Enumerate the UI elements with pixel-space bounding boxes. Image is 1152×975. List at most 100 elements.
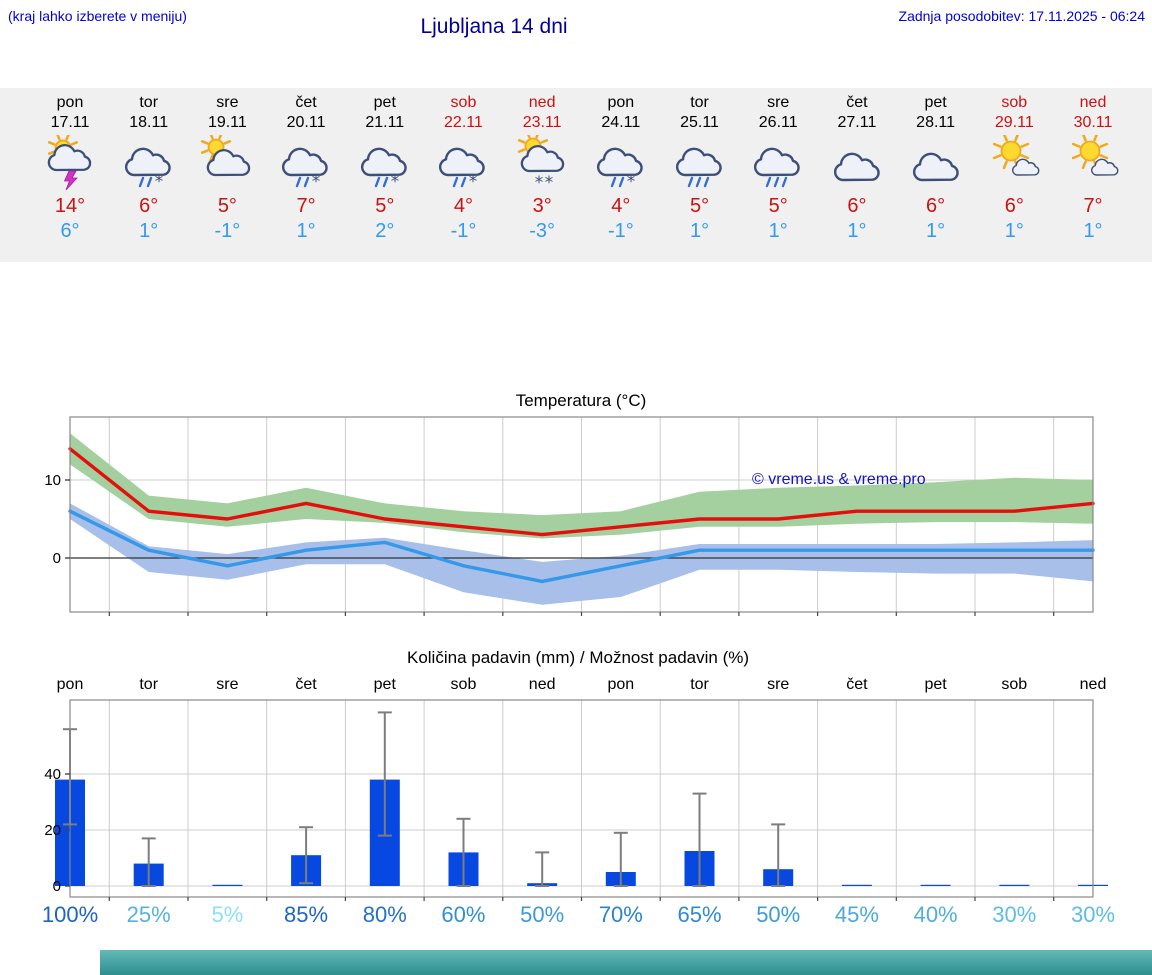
page-title: Ljubljana 14 dni: [420, 15, 568, 38]
day-date: 30.11: [1073, 114, 1113, 131]
precip-whisker-9: [771, 823, 786, 887]
weather-icon-cloudy: [907, 135, 965, 191]
precip-probability-label: 30%: [1070, 902, 1116, 927]
svg-text:*: *: [154, 172, 163, 191]
precip-probability-label: 30%: [992, 902, 1037, 927]
temp-min: -1°: [607, 220, 634, 242]
day-name: pon: [56, 94, 84, 111]
weather-icon-sleet: *: [434, 135, 492, 191]
precip-probability-label: 100%: [41, 902, 99, 927]
temp-max: 14°: [54, 195, 86, 217]
watermark: © vreme.us & vreme.pro: [752, 471, 926, 488]
precip-day-label: pet: [373, 676, 396, 693]
temp-max-line: [68, 447, 1095, 537]
day-date: 18.11: [129, 114, 169, 131]
day-date: 23.11: [522, 114, 562, 131]
day-column-13: ned 30.11 7° 1°: [1053, 88, 1133, 262]
precip-probability-label: 65%: [677, 902, 722, 927]
day-name: pet: [924, 94, 947, 111]
day-date: 26.11: [758, 114, 798, 131]
temperature-chart-title: Temperatura (°C): [515, 391, 647, 410]
svg-text:*: *: [627, 172, 636, 191]
day-name: pon: [607, 94, 635, 111]
menu-hint: (kraj lahko izberete v meniju): [8, 8, 187, 24]
day-column-7: pon 24.11 * 4° -1°: [581, 88, 661, 262]
precip-day-label: pet: [924, 676, 947, 693]
precip-bar-10: [841, 884, 872, 886]
day-name: ned: [1079, 94, 1107, 111]
precip-day-label: čet: [846, 676, 868, 693]
day-name: tor: [690, 94, 709, 111]
precip-day-label: ned: [528, 676, 556, 693]
precip-whisker-8: [692, 792, 707, 887]
day-name: ned: [528, 94, 556, 111]
temp-min: 1°: [296, 220, 316, 242]
precip-day-label: čet: [295, 676, 317, 693]
day-column-1: tor 18.11 * 6° 1°: [109, 88, 189, 262]
precip-probability-label: 70%: [598, 902, 643, 927]
precip-probability-label: 60%: [441, 902, 486, 927]
weather-icon-sleet: *: [356, 135, 414, 191]
temp-ytick-label: 10: [44, 472, 61, 489]
temp-max: 6°: [139, 195, 159, 217]
weather-icon-mostly-sunny: [985, 135, 1043, 191]
temp-min: 1°: [1083, 220, 1103, 242]
temp-max: 6°: [847, 195, 867, 217]
precip-day-label: sob: [450, 676, 477, 693]
precip-probability-label: 25%: [126, 902, 171, 927]
weather-icon-snow-sun: * *: [513, 135, 571, 191]
day-column-9: sre 26.11 5° 1°: [738, 88, 818, 262]
precip-bar-12: [999, 884, 1030, 886]
weather-icon-sleet: *: [277, 135, 335, 191]
precip-chart: 0 20 40: [44, 699, 1108, 901]
day-date: 25.11: [680, 114, 719, 131]
footer-bar: [100, 950, 1152, 975]
day-name: čet: [846, 94, 868, 111]
day-column-3: čet 20.11 * 7° 1°: [266, 88, 346, 262]
day-column-8: tor 25.11 5° 1°: [660, 88, 740, 262]
svg-text:*: *: [391, 172, 400, 191]
weather-icon-sun-cloud: [198, 135, 256, 191]
precip-day-label: sre: [216, 676, 239, 693]
day-column-11: pet 28.11 6° 1°: [896, 88, 976, 262]
precip-probability-label: 40%: [913, 902, 958, 927]
weather-icon-rain: [671, 135, 729, 191]
precip-whisker-6: [535, 851, 550, 887]
weather-icon-sleet: *: [120, 135, 178, 191]
day-name: sre: [216, 94, 239, 111]
temp-max: 4°: [611, 195, 631, 217]
temp-min: 1°: [139, 220, 159, 242]
precip-day-label: pon: [607, 676, 635, 693]
day-column-2: sre 19.11 5° -1°: [187, 88, 267, 262]
temp-max: 5°: [375, 195, 395, 217]
day-column-6: ned 23.11 * * 3° -3°: [502, 88, 582, 262]
temp-min: 1°: [847, 220, 867, 242]
forecast-strip: pon 17.11 14° 6° tor 18.11 * 6° 1° sre 19.11 5° -1° č…: [0, 88, 1152, 262]
svg-text:*: *: [535, 173, 544, 191]
precip-day-label: ned: [1079, 676, 1107, 693]
day-name: pet: [373, 94, 396, 111]
temp-min: 1°: [689, 220, 710, 242]
day-date: 28.11: [916, 114, 956, 131]
temp-ytick-label: 0: [53, 550, 61, 567]
temperature-chart: 0 10 © vreme.us & vreme.pro: [44, 416, 1095, 616]
day-column-4: pet 21.11 * 5° 2°: [345, 88, 425, 262]
day-date: 24.11: [601, 114, 641, 131]
temp-max: 5°: [689, 195, 710, 217]
temp-max: 5°: [768, 195, 788, 217]
precip-day-label: pon: [56, 676, 84, 693]
precip-probability-label: 50%: [756, 902, 801, 927]
precip-probability-label: 5%: [211, 902, 244, 927]
precip-ytick-label: 20: [44, 822, 61, 839]
precip-ytick-label: 0: [53, 878, 61, 895]
day-column-0: pon 17.11 14° 6°: [30, 88, 110, 262]
temp-min-line: [68, 509, 1095, 584]
temp-min: 6°: [60, 220, 80, 242]
day-column-5: sob 22.11 * 4° -1°: [423, 88, 503, 262]
temp-min-range-band: [70, 503, 1093, 605]
precip-bar-2: [212, 884, 243, 886]
temp-min: -3°: [529, 220, 556, 242]
precip-day-label: tor: [139, 676, 159, 693]
weather-icon-mostly-sunny: [1064, 135, 1122, 191]
temp-min: -1°: [214, 220, 241, 242]
